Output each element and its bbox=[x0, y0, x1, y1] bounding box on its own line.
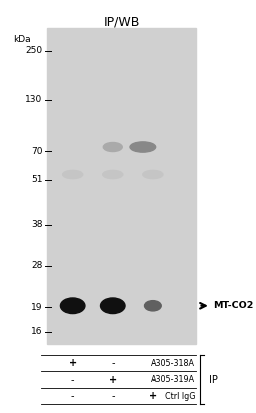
Text: IP: IP bbox=[209, 375, 217, 385]
Ellipse shape bbox=[103, 171, 123, 178]
Text: kDa: kDa bbox=[13, 35, 30, 44]
Text: +: + bbox=[69, 358, 77, 368]
Ellipse shape bbox=[101, 298, 125, 313]
Ellipse shape bbox=[130, 142, 156, 152]
Text: IP/WB: IP/WB bbox=[103, 16, 140, 29]
Bar bbox=[47, 28, 196, 344]
Text: 51: 51 bbox=[31, 176, 42, 184]
Ellipse shape bbox=[143, 171, 163, 178]
Text: +: + bbox=[149, 391, 157, 401]
Ellipse shape bbox=[60, 298, 85, 313]
Text: A305-318A: A305-318A bbox=[151, 359, 195, 368]
Text: 38: 38 bbox=[31, 221, 42, 230]
Text: MT-CO2: MT-CO2 bbox=[213, 301, 253, 310]
Text: 28: 28 bbox=[31, 261, 42, 271]
Text: +: + bbox=[109, 375, 117, 385]
Text: 70: 70 bbox=[31, 147, 42, 156]
Text: 250: 250 bbox=[26, 46, 42, 55]
Text: -: - bbox=[151, 375, 155, 385]
Text: 130: 130 bbox=[25, 95, 42, 104]
Text: -: - bbox=[111, 391, 114, 401]
Text: -: - bbox=[71, 391, 74, 401]
Text: 19: 19 bbox=[31, 302, 42, 311]
Text: 16: 16 bbox=[31, 327, 42, 336]
Text: -: - bbox=[71, 375, 74, 385]
Text: -: - bbox=[151, 358, 155, 368]
Text: -: - bbox=[111, 358, 114, 368]
Ellipse shape bbox=[103, 142, 122, 152]
Ellipse shape bbox=[145, 301, 161, 311]
Text: A305-319A: A305-319A bbox=[151, 375, 195, 384]
Text: Ctrl IgG: Ctrl IgG bbox=[165, 392, 195, 401]
Ellipse shape bbox=[63, 171, 83, 178]
